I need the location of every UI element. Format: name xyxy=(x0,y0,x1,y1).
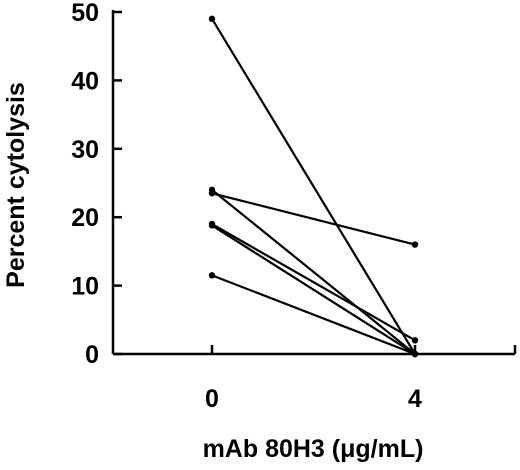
series-1 xyxy=(208,15,419,358)
series-6 xyxy=(208,272,419,358)
y-tick-label: 40 xyxy=(71,67,99,95)
series-line xyxy=(211,223,416,342)
series-2 xyxy=(208,186,419,358)
y-tick-label: 30 xyxy=(71,136,99,164)
series-5 xyxy=(208,222,419,358)
data-point xyxy=(208,272,216,279)
data-point xyxy=(411,350,419,358)
x-axis-title: mAb 80H3 (μg/mL) xyxy=(203,435,424,463)
y-axis-ticks: 0 10 20 30 40 50 xyxy=(71,0,122,369)
y-tick-label: 0 xyxy=(85,341,99,369)
data-point xyxy=(411,241,419,248)
y-tick-label: 50 xyxy=(71,0,99,27)
series-3 xyxy=(208,190,419,248)
series-group xyxy=(208,15,419,358)
data-point xyxy=(208,222,216,229)
x-tick-label: 0 xyxy=(205,385,219,413)
series-line xyxy=(211,188,416,355)
series-line xyxy=(211,224,416,355)
y-tick-label: 10 xyxy=(71,273,99,301)
axes xyxy=(111,10,515,356)
x-tick-label: 4 xyxy=(408,385,422,413)
y-tick-label: 20 xyxy=(71,204,99,232)
series-line xyxy=(211,192,416,246)
series-line xyxy=(211,18,416,355)
series-line xyxy=(211,274,416,356)
y-axis-title: Percent cytolysis xyxy=(2,82,30,288)
data-point xyxy=(411,337,419,344)
series-4 xyxy=(208,220,419,344)
data-point xyxy=(208,190,216,197)
data-point xyxy=(208,15,216,23)
